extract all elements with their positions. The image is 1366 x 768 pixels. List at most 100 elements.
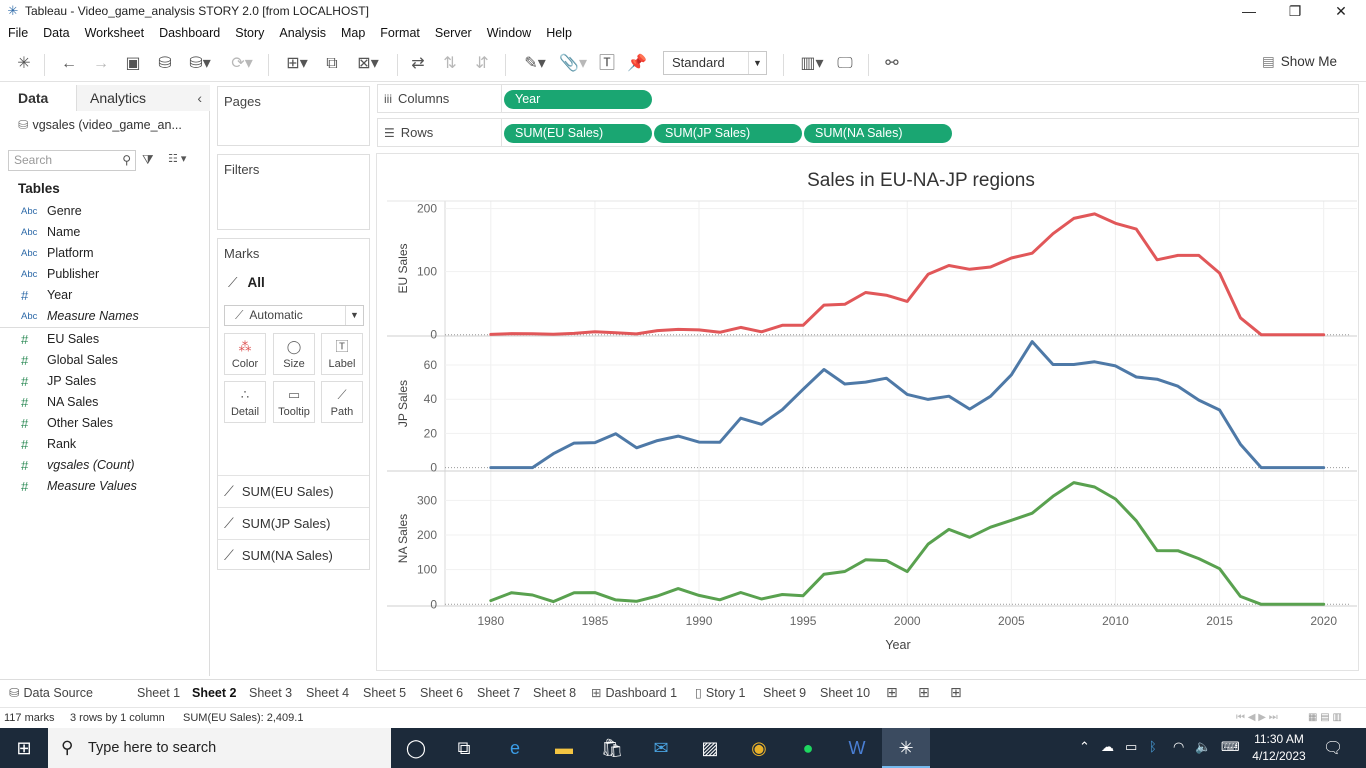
notification-icon[interactable]: 🗨 [1323,740,1344,757]
fit-select[interactable]: Standard ▼ [663,51,767,75]
rows-shelf[interactable]: ☰ Rows SUM(EU Sales) SUM(JP Sales) SUM(NA… [377,118,1359,147]
field-na-sales[interactable]: # NA Sales [0,392,209,413]
new-story-icon[interactable]: ⊞ [950,684,962,700]
undo-icon[interactable]: ← [61,55,77,72]
field-year[interactable]: # Year [0,285,209,306]
new-worksheet-icon[interactable]: ⊞▾ [286,55,308,72]
pause-updates-icon[interactable]: ⛁▾ [189,55,211,72]
restore-icon[interactable]: ❐ [1288,3,1302,19]
show-mark-labels-icon[interactable]: 🅃 [598,55,615,72]
tab-sheet-4[interactable]: Sheet 4 [306,686,350,700]
sort-descending-icon[interactable]: ⇵ [475,55,489,72]
tab-sheet-3[interactable]: Sheet 3 [249,686,293,700]
field-eu-sales[interactable]: # EU Sales [0,329,209,350]
tab-sheet-5[interactable]: Sheet 5 [363,686,407,700]
color-button[interactable]: ⁂ Color [224,333,266,375]
menu-format[interactable]: Format [380,26,420,40]
marks-sum-na-sales[interactable]: ⟋ SUM(NA Sales) [224,541,364,569]
minimize-icon[interactable]: — [1242,3,1256,19]
pages-shelf[interactable]: Pages [217,86,370,146]
tab-sheet-10[interactable]: Sheet 10 [820,686,871,700]
pill-sum-eu-sales[interactable]: SUM(EU Sales) [504,124,652,143]
wifi-icon[interactable]: ◠ [1173,739,1185,754]
field-name[interactable]: Abc Name [0,222,209,243]
new-datasource-icon[interactable]: ⛁ [158,55,172,72]
path-button[interactable]: ⟋ Path [321,381,363,423]
presentation-mode-icon[interactable]: 🖵 [837,55,853,72]
tab-sheet-6[interactable]: Sheet 6 [420,686,464,700]
keyboard-icon[interactable]: ⌨ [1221,739,1240,754]
view-toggle-icons[interactable]: ▦ ▤ ▥ [1308,712,1342,723]
word-icon[interactable]: W [848,738,866,758]
menu-analysis[interactable]: Analysis [279,26,326,40]
datasource-item[interactable]: ⛁ vgsales (video_game_an... [18,117,182,132]
pill-sum-na-sales[interactable]: SUM(NA Sales) [804,124,952,143]
menu-dashboard[interactable]: Dashboard [159,26,221,40]
filters-shelf[interactable]: Filters [217,154,370,230]
sort-ascending-icon[interactable]: ⇅ [443,55,457,72]
tableau-taskbar-icon[interactable]: ✳ [882,728,930,768]
save-icon[interactable]: ▣ [125,55,141,72]
menu-file[interactable]: File [8,26,29,40]
refresh-icon[interactable]: ⟳▾ [231,55,253,72]
marks-all-tab[interactable]: ⟋ All [228,275,265,291]
field-genre[interactable]: Abc Genre [0,201,209,222]
tooltip-button[interactable]: ▭ Tooltip [273,381,315,423]
mark-type-select[interactable]: ⟋ Automatic ▼ [224,305,364,326]
pill-sum-jp-sales[interactable]: SUM(JP Sales) [654,124,802,143]
menu-help[interactable]: Help [546,26,572,40]
field-platform[interactable]: Abc Platform [0,243,209,264]
chevron-up-icon[interactable]: ⌃ [1079,739,1090,754]
photos-icon[interactable]: ▨ [701,738,719,758]
field-global-sales[interactable]: # Global Sales [0,350,209,371]
fix-axes-icon[interactable]: 📌 [627,55,647,72]
store-icon[interactable]: 🛍 [600,738,624,758]
chrome-icon[interactable]: ◉ [751,738,767,758]
highlight-icon[interactable]: ✎▾ [524,55,546,72]
new-worksheet-icon[interactable]: ⊞ [886,684,898,700]
battery-icon[interactable]: ▭ [1125,739,1138,754]
tab-story-1[interactable]: ▯ Story 1 [688,680,753,707]
view-options-icon[interactable]: ☷ ▾ [168,153,187,165]
duplicate-sheet-icon[interactable]: ⧉ [326,55,338,72]
worksheet-view[interactable]: Sales in EU-NA-JP regions 0 100 200 EU Sales… [376,153,1359,671]
tab-sheet-8[interactable]: Sheet 8 [533,686,577,700]
columns-shelf[interactable]: iii Columns Year [377,84,1359,113]
tab-sheet-2[interactable]: Sheet 2 [185,680,244,707]
menu-server[interactable]: Server [434,26,472,40]
field-measure-values[interactable]: # Measure Values [0,476,209,497]
tableau-logo-icon[interactable]: ✳ [17,55,31,72]
sheet-nav-icons[interactable]: ⏮ ◀ ▶ ⏭ [1236,712,1278,723]
bluetooth-icon[interactable]: ᛒ [1149,739,1157,754]
detail-button[interactable]: ∴ Detail [224,381,266,423]
filter-icon[interactable]: ⧩ [142,152,154,167]
search-input[interactable]: Search ⚲ [8,150,136,171]
menu-worksheet[interactable]: Worksheet [84,26,145,40]
group-members-icon[interactable]: 📎▾ [559,55,587,72]
label-button[interactable]: 🅃 Label [321,333,363,375]
network-off-icon[interactable]: ☁ [1101,739,1114,754]
task-view-icon[interactable]: ⧉ [457,738,471,758]
marks-sum-jp-sales[interactable]: ⟋ SUM(JP Sales) [224,509,364,537]
show-me-button[interactable]: ▤ Show Me [1262,54,1337,70]
cortana-icon[interactable]: ◯ [405,738,427,758]
field-jp-sales[interactable]: # JP Sales [0,371,209,392]
tab-data-source[interactable]: ⛁ Data Source [2,680,100,707]
menu-map[interactable]: Map [340,26,366,40]
tab-sheet-1[interactable]: Sheet 1 [137,686,181,700]
redo-icon[interactable]: → [93,55,109,72]
tab-dashboard-1[interactable]: ⊞ Dashboard 1 [584,680,684,707]
menu-window[interactable]: Window [486,26,532,40]
volume-icon[interactable]: 🔈 [1195,739,1212,754]
share-icon[interactable]: ⚯ [885,55,899,72]
tab-data[interactable]: Data [0,85,77,111]
field-rank[interactable]: # Rank [0,434,209,455]
swap-rows-columns-icon[interactable]: ⇄ [411,55,425,72]
windows-start-icon[interactable]: ⊞ [16,738,32,758]
close-icon[interactable]: ✕ [1335,3,1347,19]
new-dashboard-icon[interactable]: ⊞ [918,684,930,700]
menu-story[interactable]: Story [235,26,265,40]
collapse-pane-icon[interactable]: ‹ [197,90,202,106]
edge-icon[interactable]: e [509,738,520,758]
spotify-icon[interactable]: ● [802,738,814,758]
